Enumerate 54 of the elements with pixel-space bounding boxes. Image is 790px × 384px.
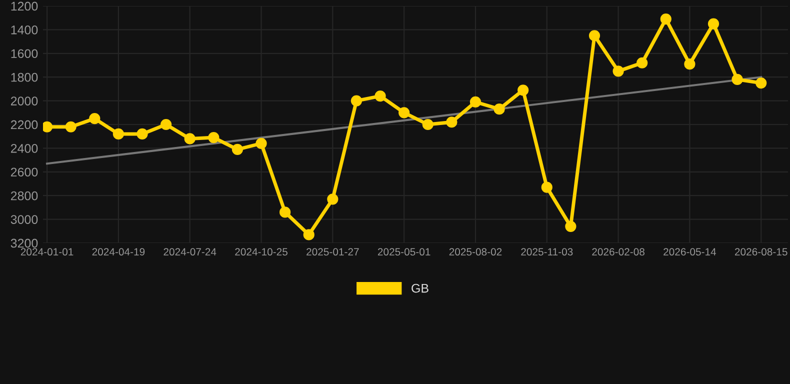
- point: [756, 77, 767, 89]
- x-tick-label: 2024-10-25: [235, 248, 288, 256]
- point: [636, 57, 648, 68]
- y-tick-label: 2800: [10, 191, 38, 200]
- x-tick-label: 2024-07-24: [164, 248, 216, 256]
- point: [184, 133, 196, 144]
- y-tick-label: 2400: [10, 144, 38, 153]
- point: [518, 84, 529, 96]
- x-tick-label: 2026-08-15: [734, 248, 788, 256]
- point: [256, 138, 267, 150]
- point: [89, 113, 100, 124]
- y-tick-label: 2600: [10, 168, 38, 177]
- point: [374, 90, 386, 102]
- y-tick-label: 1200: [11, 2, 38, 11]
- point: [732, 74, 743, 86]
- x-tick-label: 2024-04-19: [92, 248, 145, 256]
- x-tick-label: 2025-08-02: [449, 248, 502, 256]
- x-tick-label: 2026-02-08: [592, 248, 644, 256]
- point: [708, 18, 720, 30]
- y-tick-label: 2200: [10, 120, 38, 130]
- point: [65, 121, 76, 132]
- point: [446, 116, 458, 128]
- point: [494, 104, 505, 115]
- point: [660, 13, 672, 25]
- y-tick-label: 1800: [11, 72, 38, 82]
- x-tick-label: 2025-01-27: [306, 248, 359, 256]
- y-tick-label: 1400: [11, 26, 38, 34]
- y-tick-label: 3000: [10, 215, 38, 224]
- x-tick-label: 2025-05-01: [378, 248, 430, 256]
- point: [684, 58, 696, 70]
- point: [588, 30, 600, 42]
- point: [112, 128, 124, 140]
- y-tick-label: 1600: [11, 49, 38, 58]
- point: [136, 128, 148, 140]
- point: [541, 182, 552, 193]
- x-tick-label: 2024-01-01: [20, 248, 74, 256]
- y-tick-label: 2000: [10, 96, 38, 106]
- point: [160, 118, 172, 130]
- point: [422, 118, 434, 130]
- point: [398, 107, 410, 118]
- point: [565, 220, 576, 232]
- point: [350, 95, 362, 106]
- point: [280, 206, 291, 218]
- point: [327, 194, 338, 205]
- legend-label: GB: [412, 284, 428, 293]
- x-tick-label: 2025-11-03: [521, 248, 573, 256]
- x-tick-label: 2026-05-14: [664, 248, 716, 256]
- point: [612, 66, 624, 77]
- y-tick-label: 3200: [10, 238, 38, 248]
- point: [303, 229, 314, 240]
- point: [208, 132, 220, 144]
- point: [470, 96, 482, 108]
- point: [232, 144, 244, 155]
- point: [43, 121, 53, 132]
